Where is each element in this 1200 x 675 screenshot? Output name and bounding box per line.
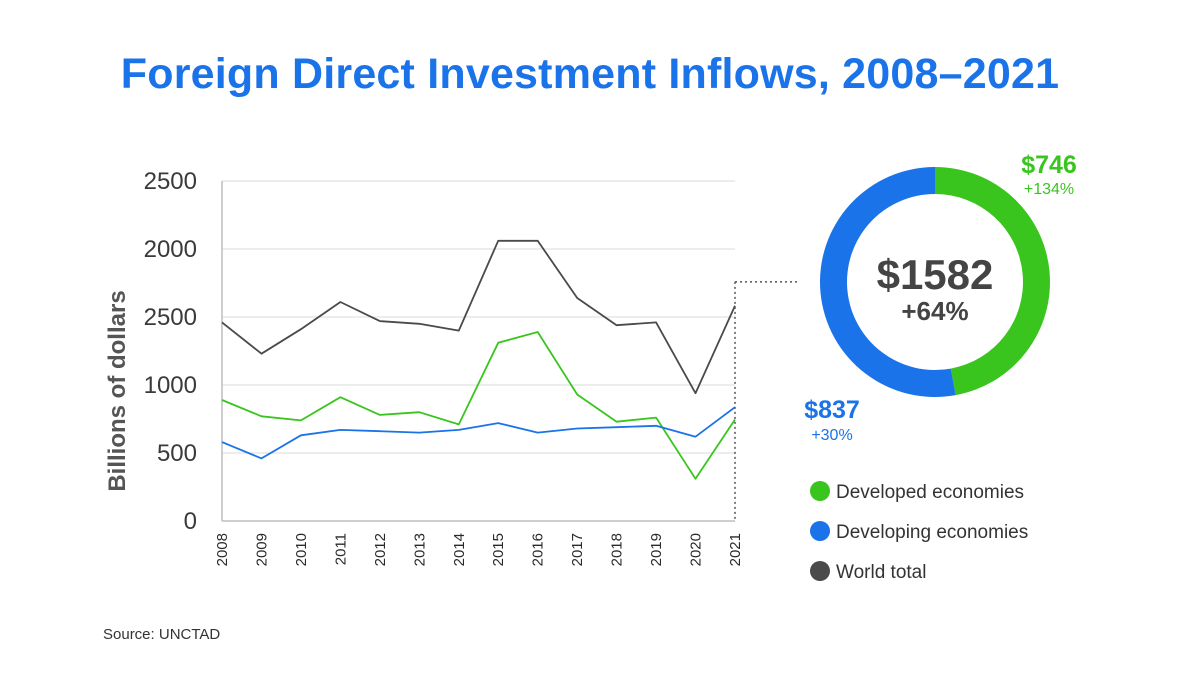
y-axis-ticks: 0 500 1000 2500 2000 2500 (144, 168, 197, 535)
chart-title: Foreign Direct Investment Inflows, 2008–… (120, 50, 1060, 98)
legend-label-developed: Developed economies (836, 482, 1024, 503)
legend: Developed economies Developing economies W… (810, 481, 1028, 583)
series-line-developing (221, 406, 736, 460)
x-tick-label: 2013 (411, 533, 428, 566)
x-tick-label: 2012 (372, 533, 389, 566)
y-axis-label: Billions of dollars (104, 290, 131, 491)
y-tick-label: 2500 (144, 168, 197, 195)
x-tick-label: 2017 (569, 533, 586, 566)
x-tick-label: 2010 (293, 533, 310, 566)
callout-change-developed: +134% (1024, 181, 1074, 198)
x-tick-label: 2014 (451, 533, 468, 566)
donut-chart: $1582+64% $746 +134% $837 +30% (804, 151, 1077, 444)
legend-marker-world (810, 561, 830, 581)
y-tick-label: 500 (157, 440, 197, 467)
series-line-developed (221, 331, 736, 480)
grid-lines (222, 180, 735, 454)
x-tick-label: 2016 (530, 533, 547, 566)
callout-value-developing: $837 (804, 396, 860, 424)
y-tick-label: 2000 (144, 236, 197, 263)
connector-dotted (734, 281, 800, 521)
y-tick-label: 1000 (144, 372, 197, 399)
source-note: Source: UNCTAD (103, 626, 221, 643)
donut-slice-developed (935, 167, 1050, 396)
x-tick-label: 2008 (214, 533, 231, 566)
series-lines (221, 239, 736, 480)
y-tick-label: 0 (184, 508, 197, 535)
x-tick-label: 2011 (332, 533, 349, 565)
donut-total-change: +64% (901, 296, 968, 326)
x-tick-label: 2019 (648, 533, 665, 566)
legend-label-developing: Developing economies (836, 522, 1028, 543)
x-axis-ticks: 2008 2009 2010 2011 2012 2013 2014 2015 2016 2017… (214, 533, 744, 566)
callout-value-developed: $746 (1021, 151, 1077, 179)
x-tick-label: 2015 (490, 533, 507, 566)
x-tick-label: 2020 (688, 533, 705, 566)
legend-label-world: World total (836, 562, 926, 583)
x-tick-label: 2021 (727, 533, 744, 566)
donut-slice-developing (819, 166, 956, 397)
donut-total-value: $1582 (877, 251, 994, 298)
x-tick-label: 2009 (253, 533, 270, 566)
legend-marker-developed (810, 481, 830, 501)
legend-marker-developing (810, 521, 830, 541)
series-line-world (221, 239, 736, 395)
callout-change-developing: +30% (811, 427, 852, 444)
x-tick-label: 2018 (609, 533, 626, 566)
y-tick-label: 2500 (144, 304, 197, 331)
